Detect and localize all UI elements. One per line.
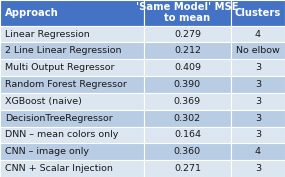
Text: 3: 3 xyxy=(255,164,261,173)
Text: 0.390: 0.390 xyxy=(174,80,201,89)
Bar xyxy=(231,26,285,42)
Text: Approach: Approach xyxy=(5,8,59,18)
Bar xyxy=(0,59,144,76)
Text: No elbow: No elbow xyxy=(236,46,280,55)
Bar xyxy=(0,160,144,177)
Text: 3: 3 xyxy=(255,97,261,106)
Text: 4: 4 xyxy=(255,147,261,156)
Bar xyxy=(0,0,144,26)
Text: 0.409: 0.409 xyxy=(174,63,201,72)
Text: Clusters: Clusters xyxy=(235,8,281,18)
Bar xyxy=(144,160,231,177)
Bar xyxy=(144,127,231,143)
Text: 'Same Model' MSE
to mean: 'Same Model' MSE to mean xyxy=(136,2,239,23)
Text: XGBoost (naive): XGBoost (naive) xyxy=(5,97,82,106)
Bar xyxy=(231,160,285,177)
Bar xyxy=(0,42,144,59)
Text: 2 Line Linear Regression: 2 Line Linear Regression xyxy=(5,46,122,55)
Bar xyxy=(144,143,231,160)
Bar xyxy=(231,42,285,59)
Text: 0.271: 0.271 xyxy=(174,164,201,173)
Text: 0.360: 0.360 xyxy=(174,147,201,156)
Bar xyxy=(144,42,231,59)
Bar xyxy=(231,76,285,93)
Bar xyxy=(231,127,285,143)
Bar xyxy=(144,76,231,93)
Bar xyxy=(231,143,285,160)
Bar xyxy=(231,93,285,110)
Text: 0.212: 0.212 xyxy=(174,46,201,55)
Bar xyxy=(231,110,285,127)
Text: DecisionTreeRegressor: DecisionTreeRegressor xyxy=(5,114,113,123)
Text: 3: 3 xyxy=(255,80,261,89)
Text: Random Forest Regressor: Random Forest Regressor xyxy=(5,80,127,89)
Bar xyxy=(231,59,285,76)
Text: Multi Output Regressor: Multi Output Regressor xyxy=(5,63,115,72)
Text: 0.302: 0.302 xyxy=(174,114,201,123)
Text: DNN – mean colors only: DNN – mean colors only xyxy=(5,130,119,139)
Text: 3: 3 xyxy=(255,63,261,72)
Text: 3: 3 xyxy=(255,130,261,139)
Bar xyxy=(0,93,144,110)
Text: CNN – image only: CNN – image only xyxy=(5,147,89,156)
Bar xyxy=(144,26,231,42)
Bar xyxy=(0,143,144,160)
Text: 3: 3 xyxy=(255,114,261,123)
Bar xyxy=(144,110,231,127)
Bar xyxy=(0,110,144,127)
Text: 0.369: 0.369 xyxy=(174,97,201,106)
Bar xyxy=(144,59,231,76)
Bar xyxy=(0,26,144,42)
Text: CNN + Scalar Injection: CNN + Scalar Injection xyxy=(5,164,113,173)
Bar xyxy=(144,0,231,26)
Bar xyxy=(144,93,231,110)
Text: 0.164: 0.164 xyxy=(174,130,201,139)
Bar xyxy=(0,76,144,93)
Bar xyxy=(231,0,285,26)
Text: 4: 4 xyxy=(255,30,261,39)
Text: 0.279: 0.279 xyxy=(174,30,201,39)
Bar xyxy=(0,127,144,143)
Text: Linear Regression: Linear Regression xyxy=(5,30,90,39)
